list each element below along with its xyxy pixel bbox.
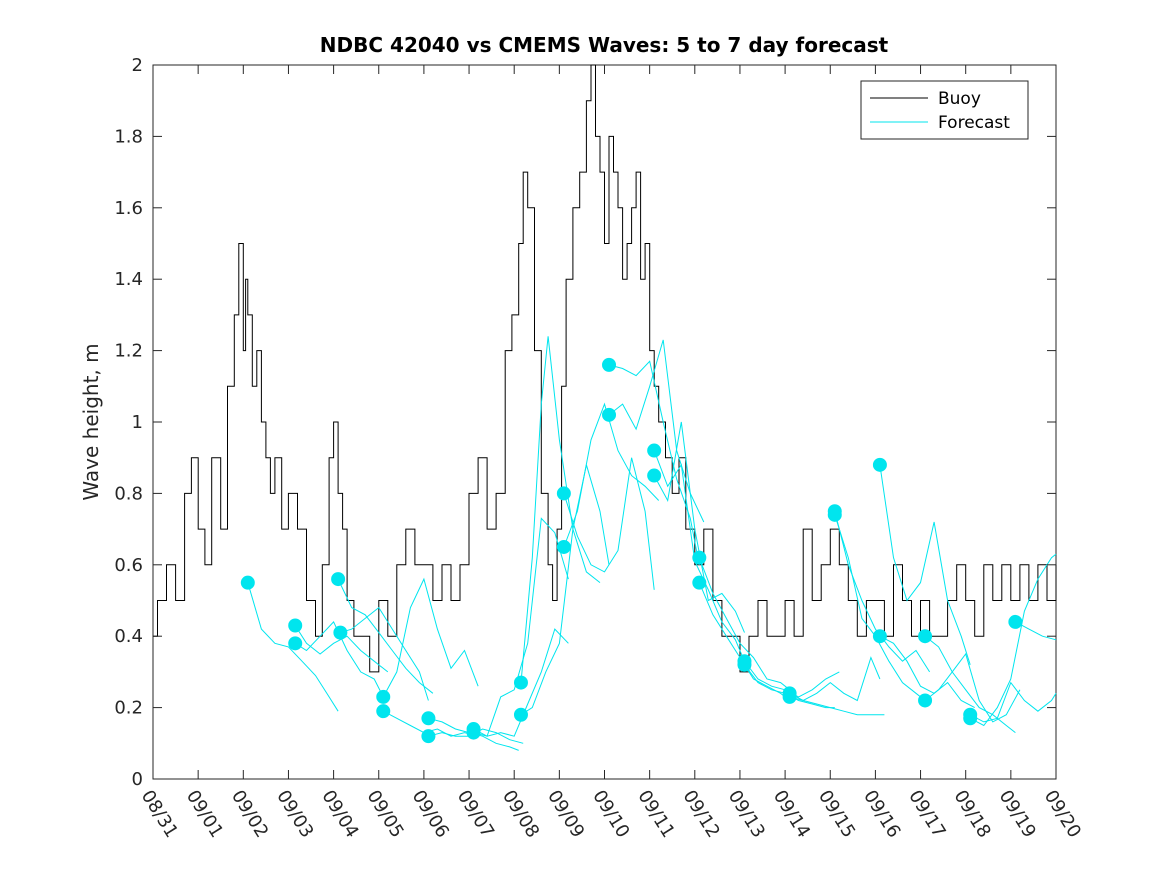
forecast-start-marker xyxy=(647,443,662,458)
forecast-run-line xyxy=(608,339,705,523)
forecast-start-marker xyxy=(421,729,436,744)
forecast-start-marker xyxy=(376,704,391,719)
forecast-run-line xyxy=(473,517,569,737)
forecast-start-marker xyxy=(918,693,933,708)
y-tick-label: 2 xyxy=(132,55,143,76)
forecast-run-line xyxy=(382,577,479,698)
plot-area xyxy=(152,64,1057,780)
forecast-run-line xyxy=(653,450,750,673)
forecast-start-marker xyxy=(466,725,481,740)
forecast-start-marker xyxy=(918,629,933,644)
forecast-start-marker xyxy=(737,657,752,672)
forecast-start-marker xyxy=(421,711,436,726)
y-tick-label: 0.4 xyxy=(114,626,143,647)
forecast-start-marker xyxy=(288,636,303,651)
forecast-start-marker xyxy=(963,711,978,726)
forecast-run-line xyxy=(294,625,389,673)
forecast-run-line xyxy=(879,635,975,709)
forecast-start-marker xyxy=(376,689,391,704)
forecast-start-marker xyxy=(240,575,255,590)
forecast-start-marker xyxy=(602,357,617,372)
forecast-start-marker xyxy=(692,550,707,565)
forecast-start-marker xyxy=(556,486,571,501)
y-tick-label: 0.8 xyxy=(114,483,143,504)
forecast-start-marker xyxy=(513,675,528,690)
forecast-run-line xyxy=(520,336,601,683)
forecast-start-marker xyxy=(513,707,528,722)
y-axis: 0 0.2 0.4 0.6 0.8 1 1.2 1.4 1.6 1.8 2 xyxy=(114,55,1056,790)
forecast-start-marker xyxy=(331,572,346,587)
forecast-start-marker xyxy=(872,457,887,472)
forecast-start-marker xyxy=(1008,614,1023,629)
legend-box xyxy=(860,80,1029,140)
forecast-run-line xyxy=(969,681,1057,723)
forecast-run-line xyxy=(247,582,339,712)
forecast-start-marker xyxy=(647,468,662,483)
y-tick-label: 0.2 xyxy=(114,698,143,719)
forecast-run-line xyxy=(924,652,1021,723)
chart-title: NDBC 42040 vs CMEMS Waves: 5 to 7 day fo… xyxy=(320,33,889,57)
y-tick-label: 1.4 xyxy=(114,269,143,290)
forecast-run-line xyxy=(969,553,1057,727)
forecast-start-marker xyxy=(782,689,797,704)
y-tick-label: 0.6 xyxy=(114,555,143,576)
legend-forecast-label: Forecast xyxy=(938,113,1010,133)
forecast-start-marker xyxy=(333,625,348,640)
y-tick-label: 1 xyxy=(132,412,143,433)
y-tick-label: 1.8 xyxy=(114,126,143,147)
forecast-run-line xyxy=(879,464,971,665)
forecast-start-marker xyxy=(602,407,617,422)
forecast-run-line xyxy=(789,656,881,702)
forecast-start-marker xyxy=(872,629,887,644)
forecast-run-line xyxy=(834,514,926,701)
legend: Buoy Forecast xyxy=(860,80,1029,140)
forecast-run-line xyxy=(340,606,429,701)
legend-buoy-label: Buoy xyxy=(938,89,981,109)
forecast-run-line xyxy=(520,464,610,716)
forecast-start-marker xyxy=(556,539,571,554)
forecast-start-marker xyxy=(827,507,842,522)
y-tick-label: 1.6 xyxy=(114,198,143,219)
forecast-run-line xyxy=(337,578,434,694)
y-tick-label: 0 xyxy=(132,769,143,790)
y-axis-label: Wave height, m xyxy=(79,343,103,500)
forecast-start-marker xyxy=(288,618,303,633)
forecast-run-line xyxy=(1015,621,1057,641)
forecast-run-line xyxy=(563,457,655,590)
y-tick-label: 1.2 xyxy=(114,341,143,362)
forecast-run-line xyxy=(924,635,1016,733)
forecast-run-line xyxy=(789,692,885,716)
forecast-run-line xyxy=(563,402,660,548)
forecast-run-line xyxy=(698,557,795,694)
forecast-start-marker xyxy=(692,575,707,590)
